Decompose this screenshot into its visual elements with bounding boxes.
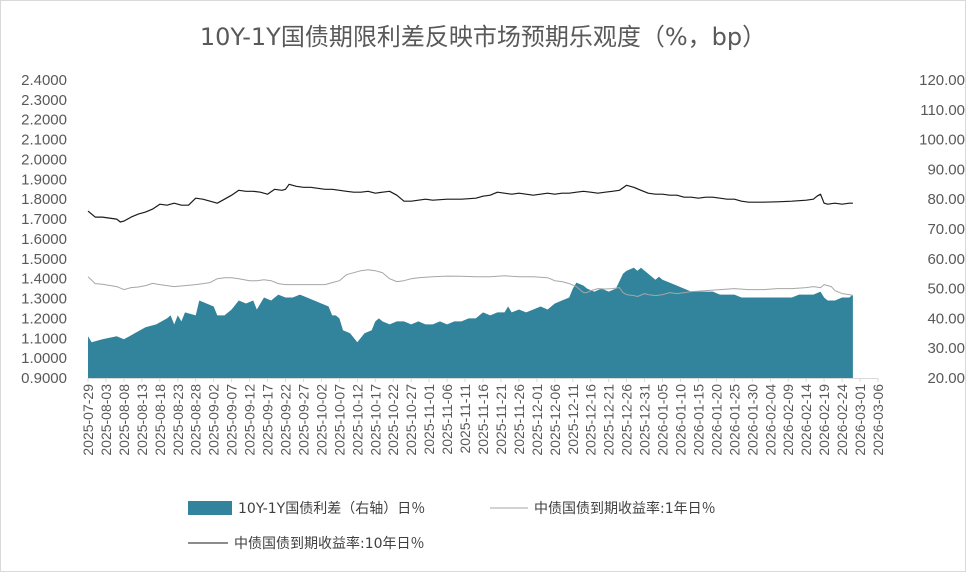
left-axis-tick-label: 2.3000 (21, 92, 67, 109)
right-axis-tick-label: 100.00 (919, 132, 965, 149)
x-axis-tick-label: 2025-11-06 (439, 384, 455, 455)
left-axis-tick-label: 2.4000 (21, 72, 67, 89)
x-axis-tick-label: 2025-09-27 (296, 384, 312, 456)
x-axis-tick-label: 2026-01-25 (726, 384, 742, 456)
x-axis-tick-label: 2026-02-19 (816, 384, 832, 456)
x-axis-tick-label: 2025-09-17 (260, 384, 276, 456)
left-axis-tick-label: 1.0000 (21, 350, 67, 367)
x-axis-tick-label: 2025-12-21 (601, 384, 617, 456)
yield-1y-line (87, 269, 854, 297)
chart-title: 10Y-1Y国债期限利差反映市场预期乐观度（%，bp） (200, 23, 766, 51)
right-axis-ticks: 20.00 30.00 40.00 50.00 60.00 70.00 80.00 90.00… (919, 72, 965, 387)
spread-area-series (88, 267, 853, 378)
right-axis-tick-label: 90.00 (927, 161, 965, 178)
x-axis-tick-label: 2026-02-04 (762, 384, 778, 456)
x-axis-tick-label: 2025-08-08 (116, 384, 132, 456)
left-axis-tick-label: 1.9000 (21, 171, 67, 188)
x-axis-tick-label: 2025-11-16 (475, 384, 491, 455)
left-axis-ticks: 0.9000 1.0000 1.1000 1.2000 1.3000 1.4000 1.50… (21, 72, 67, 387)
left-axis-tick-label: 2.1000 (21, 132, 67, 149)
x-axis-tick-label: 2025-12-01 (529, 384, 545, 456)
x-axis-tick-label: 2025-09-12 (242, 384, 258, 456)
x-axis-tick-label: 2025-12-06 (547, 384, 563, 456)
legend-swatch-spread (188, 501, 232, 515)
x-axis-tick-label: 2025-12-16 (583, 384, 599, 456)
right-axis-tick-label: 40.00 (927, 310, 965, 327)
x-axis-tick-label: 2025-11-21 (493, 384, 509, 455)
x-axis-tick-label: 2025-08-13 (134, 384, 150, 456)
x-axis-tick-label: 2025-09-02 (206, 384, 222, 456)
x-axis-tick-label: 2026-02-24 (834, 384, 850, 456)
x-axis-tick-label: 2025-10-22 (385, 384, 401, 456)
x-axis-tick-label: 2025-12-11 (565, 384, 581, 455)
x-axis-tick-label: 2025-12-31 (637, 384, 653, 456)
yield-lines-layer (87, 183, 854, 297)
x-axis-tick-label: 2025-09-22 (278, 384, 294, 456)
right-axis-tick-label: 70.00 (927, 221, 965, 238)
yield-10y-line (87, 183, 853, 223)
left-axis-tick-label: 0.9000 (21, 370, 67, 387)
x-axis-tick-label: 2025-10-07 (331, 384, 347, 456)
x-axis-tick-label: 2025-10-02 (313, 384, 329, 456)
x-axis-tick-label: 2026-02-14 (798, 384, 814, 456)
x-axis-tick-label: 2025-07-29 (80, 384, 96, 456)
legend-label-1y: 中债国债到期收益率:1年日％ (534, 500, 716, 517)
right-axis-tick-label: 50.00 (927, 281, 965, 298)
x-axis-tick-label: 2026-02-09 (780, 384, 796, 456)
x-axis-tick-label: 2025-08-18 (152, 384, 168, 456)
x-axis-tick-label: 2025-08-28 (188, 384, 204, 456)
legend-label-10y: 中债国债到期收益率:10年日％ (234, 535, 425, 552)
left-axis-tick-label: 1.2000 (21, 310, 67, 327)
spread-area-layer (88, 267, 853, 378)
left-axis-tick-label: 1.7000 (21, 211, 67, 228)
x-axis-tick-label: 2026-01-10 (673, 384, 689, 456)
x-axis-tick-label: 2025-09-07 (224, 384, 240, 456)
left-axis-tick-label: 1.4000 (21, 271, 67, 288)
legend: 10Y-1Y国债利差（右轴）日％ 中债国债到期收益率:1年日％ 中债国债到期收益… (188, 500, 716, 552)
x-axis-tick-label: 2026-03-06 (870, 384, 886, 456)
x-axis-tick-label: 2025-08-03 (98, 384, 114, 456)
x-axis-tick-label: 2026-01-05 (655, 384, 671, 456)
x-axis-tick-label: 2026-03-01 (852, 384, 868, 456)
x-axis-tick-label: 2026-01-15 (691, 384, 707, 456)
right-axis-tick-label: 30.00 (927, 340, 965, 357)
right-axis-tick-label: 60.00 (927, 251, 965, 268)
x-axis-tick-label: 2025-12-26 (619, 384, 635, 456)
left-axis-tick-label: 2.2000 (21, 112, 67, 129)
x-axis-tick-label: 2026-01-20 (708, 384, 724, 456)
left-axis-tick-label: 2.0000 (21, 152, 67, 169)
x-axis-tick-label: 2025-10-12 (349, 384, 365, 456)
right-axis-tick-label: 110.00 (920, 102, 965, 119)
x-axis-tick-label: 2025-08-23 (170, 384, 186, 456)
x-axis-tick-label: 2025-11-26 (511, 384, 527, 455)
left-axis-tick-label: 1.8000 (21, 191, 67, 208)
x-axis-tick-label: 2025-11-11 (457, 384, 473, 454)
right-axis-tick-label: 120.00 (919, 72, 965, 89)
legend-label-spread: 10Y-1Y国债利差（右轴）日％ (238, 501, 425, 517)
x-axis-tick-label: 2025-10-17 (367, 384, 383, 456)
left-axis-tick-label: 1.3000 (21, 291, 67, 308)
right-axis-tick-label: 80.00 (927, 191, 965, 208)
left-axis-tick-label: 1.6000 (21, 231, 67, 248)
left-axis-tick-label: 1.1000 (21, 330, 67, 347)
left-axis-tick-label: 1.5000 (21, 251, 67, 268)
x-axis-tick-label: 2026-01-30 (744, 384, 760, 456)
x-axis-ticks: 2025-07-29 2025-08-03 2025-08-08 2025-08-13… (80, 378, 886, 456)
right-axis-tick-label: 20.00 (927, 370, 965, 387)
x-axis-tick-label: 2025-11-01 (421, 384, 437, 455)
x-axis-tick-label: 2025-10-27 (403, 384, 419, 456)
